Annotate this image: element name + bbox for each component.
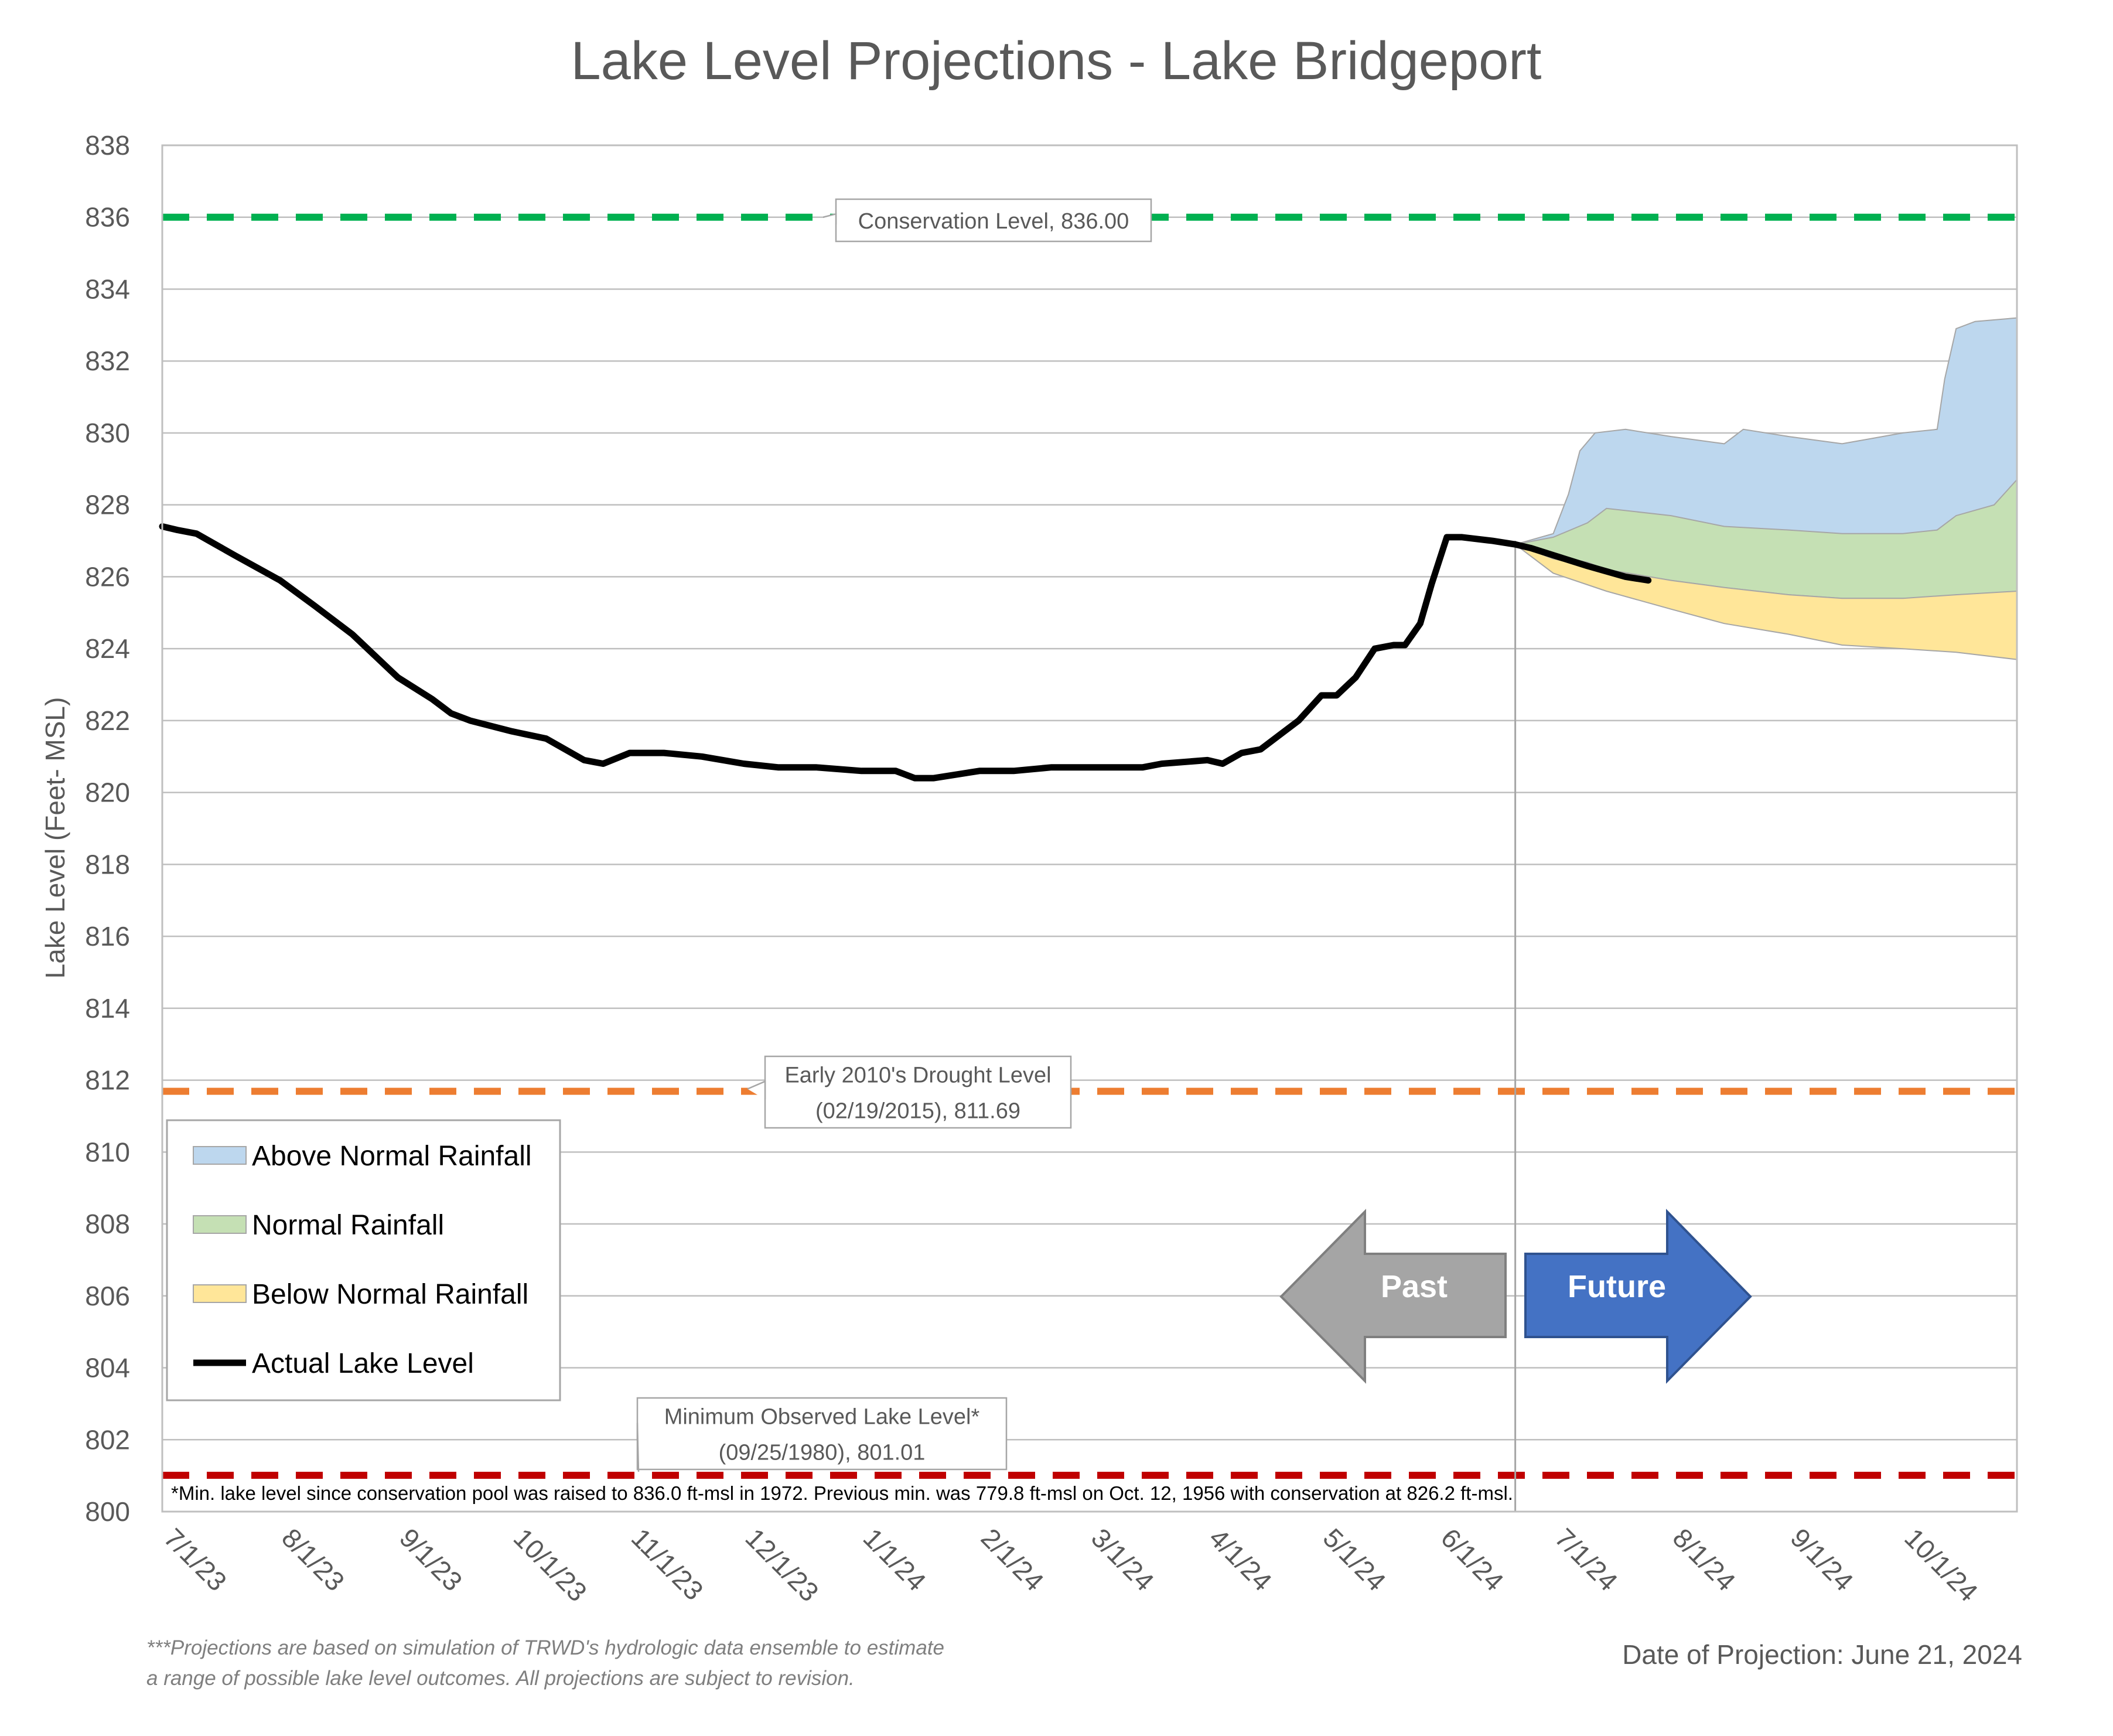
- y-tick-label: 810: [85, 1137, 130, 1167]
- reference-line-callouts: Conservation Level, 836.00 Early 2010's D…: [636, 198, 1152, 1472]
- y-axis-ticks: 800 802 804 806 808 810 812 814 816 818 820 822 824 8…: [85, 130, 130, 1527]
- y-tick-label: 820: [85, 777, 130, 808]
- y-tick-label: 812: [85, 1065, 130, 1096]
- y-tick-label: 830: [85, 418, 130, 448]
- y-tick-label: 816: [85, 921, 130, 951]
- footer-disclaimer-line-2: a range of possible lake level outcomes.…: [146, 1667, 855, 1690]
- legend-swatch: [193, 1284, 247, 1303]
- future-arrow-label: Future: [1568, 1269, 1666, 1304]
- callout-box: [636, 1397, 1008, 1471]
- chart-title: Lake Level Projections - Lake Bridgeport: [571, 31, 1542, 91]
- y-tick-label: 826: [85, 561, 130, 592]
- callout-text: Minimum Observed Lake Level*: [664, 1405, 980, 1430]
- y-tick-label: 838: [85, 130, 130, 161]
- y-tick-label: 828: [85, 490, 130, 520]
- y-tick-label: 800: [85, 1496, 130, 1527]
- actual-lake-level: [159, 523, 1652, 782]
- conservation-level-callout: Conservation Level, 836.00: [822, 198, 1152, 243]
- y-tick-label: 836: [85, 202, 130, 233]
- y-tick-label: 804: [85, 1353, 130, 1383]
- y-tick-label: 802: [85, 1424, 130, 1455]
- callout-pointer: [822, 213, 837, 225]
- legend-swatch: [193, 1146, 247, 1165]
- past-arrow: [1279, 1209, 1507, 1384]
- callout-pointer: [636, 1423, 640, 1472]
- y-tick-label: 834: [85, 274, 130, 304]
- y-tick-label: 808: [85, 1209, 130, 1239]
- callout-pointer: [747, 1080, 766, 1100]
- legend-label: Actual Lake Level: [252, 1348, 474, 1379]
- callout-text: (02/19/2015), 811.69: [815, 1099, 1020, 1124]
- actual-lake-level-line: [159, 523, 1652, 782]
- legend-box: [166, 1119, 561, 1401]
- callout-text: Conservation Level, 836.00: [858, 209, 1129, 234]
- legend-label: Normal Rainfall: [252, 1210, 444, 1241]
- y-tick-label: 814: [85, 993, 130, 1024]
- footer-disclaimer-line-1: ***Projections are based on simulation o…: [146, 1636, 944, 1659]
- projection-date: Date of Projection: June 21, 2024: [1622, 1639, 2022, 1670]
- y-tick-label: 832: [85, 346, 130, 376]
- callout-text: (09/25/1980), 801.01: [719, 1441, 926, 1465]
- drought-level-callout: Early 2010's Drought Level (02/19/2015), …: [747, 1055, 1072, 1129]
- legend: Above Normal Rainfall Normal Rainfall Belo…: [166, 1119, 561, 1401]
- plot-area-border: [161, 144, 2018, 1513]
- callout-box: [764, 1055, 1072, 1129]
- legend-swatch: [193, 1215, 247, 1234]
- minimum-level-callout: Minimum Observed Lake Level* (09/25/1980)…: [636, 1397, 1008, 1472]
- future-arrow: [1524, 1209, 1752, 1384]
- y-tick-label: 806: [85, 1281, 130, 1311]
- callout-text: Early 2010's Drought Level: [784, 1063, 1051, 1088]
- y-tick-label: 822: [85, 705, 130, 736]
- y-axis-label: Lake Level (Feet- MSL): [40, 697, 70, 979]
- minimum-level-note: *Min. lake level since conservation pool…: [171, 1482, 1513, 1504]
- y-tick-label: 818: [85, 849, 130, 879]
- legend-label: Below Normal Rainfall: [252, 1279, 528, 1310]
- y-tick-label: 824: [85, 633, 130, 664]
- legend-label: Above Normal Rainfall: [252, 1141, 532, 1172]
- past-future-arrows: Past Future: [1279, 1209, 1752, 1384]
- past-arrow-label: Past: [1381, 1269, 1448, 1304]
